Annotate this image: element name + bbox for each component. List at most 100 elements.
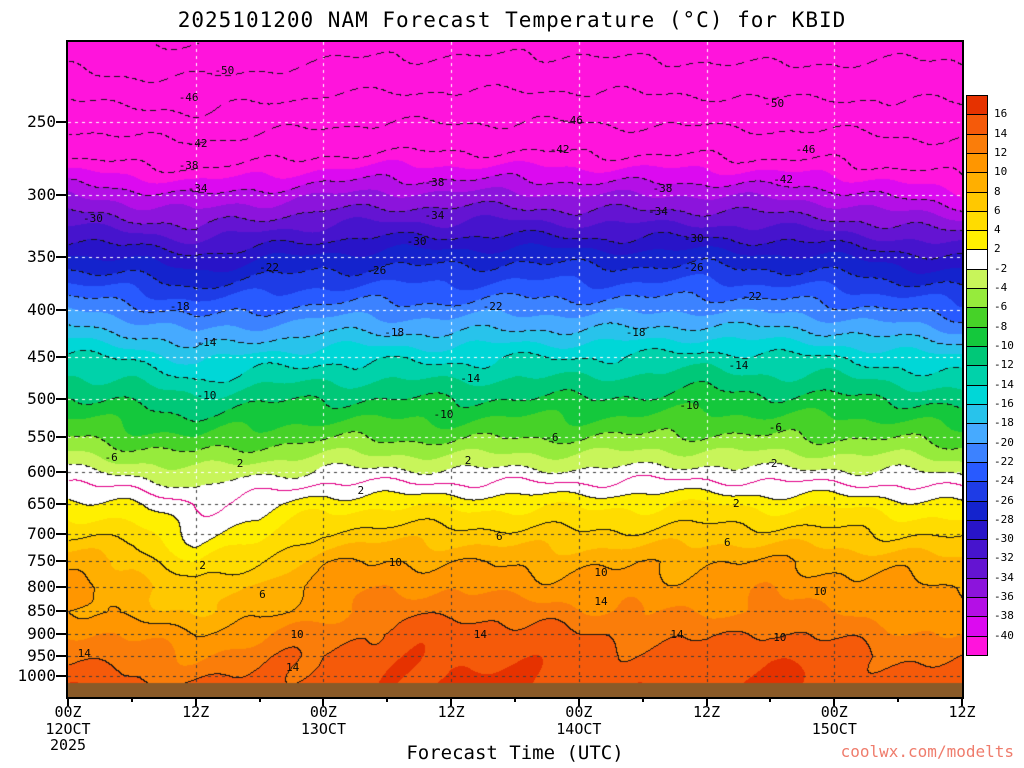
- x-tick-mark: [514, 697, 516, 702]
- colorbar-level-label: -6: [994, 300, 1008, 314]
- y-tick-mark: [56, 633, 68, 636]
- contour-label: 14: [77, 647, 91, 661]
- x-tick-mark: [961, 697, 963, 706]
- colorbar-swatch: [966, 403, 988, 425]
- colorbar-level-label: -18: [994, 416, 1014, 430]
- contour-label: -18: [384, 326, 405, 340]
- y-tick-mark: [56, 610, 68, 613]
- contour-label: -18: [169, 300, 190, 314]
- x-tick-mark: [705, 697, 708, 706]
- contour-label: 14: [473, 627, 487, 641]
- colorbar-swatch: [966, 365, 988, 386]
- contour-label: -14: [728, 359, 749, 373]
- colorbar-swatch: [966, 133, 988, 154]
- y-tick-mark: [56, 586, 68, 589]
- y-tick-label: 1000: [17, 666, 56, 686]
- x-tick-label: 12Z: [182, 703, 210, 721]
- x-tick-mark: [386, 697, 389, 702]
- x-date-label: 2025: [49, 736, 87, 754]
- colorbar-level-label: 4: [994, 223, 1001, 237]
- contour-label: -46: [563, 113, 583, 127]
- colorbar-level-label: -30: [994, 532, 1014, 546]
- x-tick-mark: [577, 697, 580, 706]
- colorbar-level-label: 6: [994, 203, 1001, 217]
- y-tick-label: 450: [27, 347, 56, 367]
- contour-label: 10: [594, 565, 608, 579]
- contour-label: 6: [724, 536, 731, 550]
- y-tick-mark: [56, 654, 68, 657]
- colorbar-swatch: [966, 423, 988, 444]
- colorbar-swatch: [966, 616, 988, 637]
- colorbar-level-label: -34: [994, 570, 1014, 584]
- contour-label: -18: [625, 326, 646, 340]
- y-tick-label: 800: [27, 577, 56, 597]
- colorbar-swatch: [966, 461, 988, 483]
- contour-label: -42: [549, 143, 570, 157]
- contour-label: -30: [83, 211, 103, 225]
- y-tick-label: 250: [27, 112, 56, 132]
- contour-label: 2: [199, 559, 206, 572]
- y-tick-label: 650: [27, 494, 56, 514]
- colorbar-swatch: [966, 481, 988, 502]
- colorbar-swatch: [966, 230, 988, 251]
- contour-label: -50: [764, 97, 785, 111]
- contour-label: -6: [545, 431, 559, 445]
- colorbar-level-label: 14: [994, 126, 1008, 140]
- x-date-label: 13OCT: [300, 720, 346, 738]
- colorbar-level-label: -38: [994, 609, 1014, 623]
- y-tick-mark: [56, 471, 68, 474]
- colorbar-level-label: 12: [994, 145, 1008, 159]
- y-tick-mark: [56, 255, 68, 258]
- x-tick-label: 00Z: [309, 703, 337, 721]
- colorbar-level-label: -28: [994, 512, 1014, 526]
- colorbar-swatch: [966, 635, 988, 656]
- colorbar-swatch: [966, 346, 988, 367]
- x-tick-mark: [258, 697, 261, 702]
- watermark-link[interactable]: coolwx.com/modelts: [840, 742, 1014, 761]
- colorbar-swatch: [966, 172, 988, 193]
- x-tick-mark: [833, 697, 836, 706]
- contour-label: -42: [187, 136, 208, 150]
- x-tick-label: 00Z: [565, 703, 593, 721]
- colorbar-swatch: [966, 210, 988, 232]
- contour-label: -38: [178, 159, 199, 173]
- y-tick-mark: [56, 356, 68, 359]
- colorbar-swatch: [966, 268, 988, 290]
- contour-label: -2: [764, 457, 778, 471]
- y-tick-mark: [56, 532, 68, 535]
- y-tick-mark: [56, 309, 68, 312]
- contour-label: 6: [259, 588, 266, 602]
- y-tick-mark: [56, 503, 68, 506]
- contour-label: -38: [652, 182, 673, 196]
- contour-label: -10: [433, 408, 454, 422]
- colorbar-level-label: -32: [994, 551, 1014, 565]
- x-tick-mark: [194, 697, 197, 706]
- y-tick-label: 300: [27, 185, 56, 205]
- temperature-field-canvas: [68, 42, 962, 697]
- y-tick-mark: [56, 436, 68, 439]
- x-tick-label: 12Z: [948, 703, 976, 721]
- contour-label: 14: [285, 660, 300, 674]
- colorbar-swatch: [966, 597, 988, 618]
- colorbar-swatch: [966, 577, 988, 599]
- y-tick-mark: [56, 121, 68, 124]
- y-tick-mark: [56, 560, 68, 563]
- colorbar-level-label: 10: [994, 165, 1008, 179]
- colorbar-swatch: [966, 114, 988, 135]
- contour-label: 10: [813, 585, 827, 599]
- colorbar-level-label: -26: [994, 493, 1014, 507]
- x-date-label: 12OCT: [45, 720, 91, 738]
- colorbar-swatch: [966, 191, 988, 212]
- colorbar-level-label: -10: [994, 339, 1014, 353]
- colorbar-swatch: [966, 307, 988, 328]
- contour-label: -10: [679, 398, 700, 412]
- contour-label: -14: [196, 336, 217, 350]
- contour-label: -26: [366, 264, 387, 278]
- x-tick-mark: [450, 697, 453, 706]
- x-tick-label: 00Z: [820, 703, 848, 721]
- colorbar-swatch: [966, 500, 988, 521]
- chart-title: 2025101200 NAM Forecast Temperature (°C)…: [177, 8, 847, 32]
- contour-label: -10: [196, 388, 217, 402]
- contour-label: -6: [104, 450, 118, 464]
- y-tick-mark: [56, 398, 68, 401]
